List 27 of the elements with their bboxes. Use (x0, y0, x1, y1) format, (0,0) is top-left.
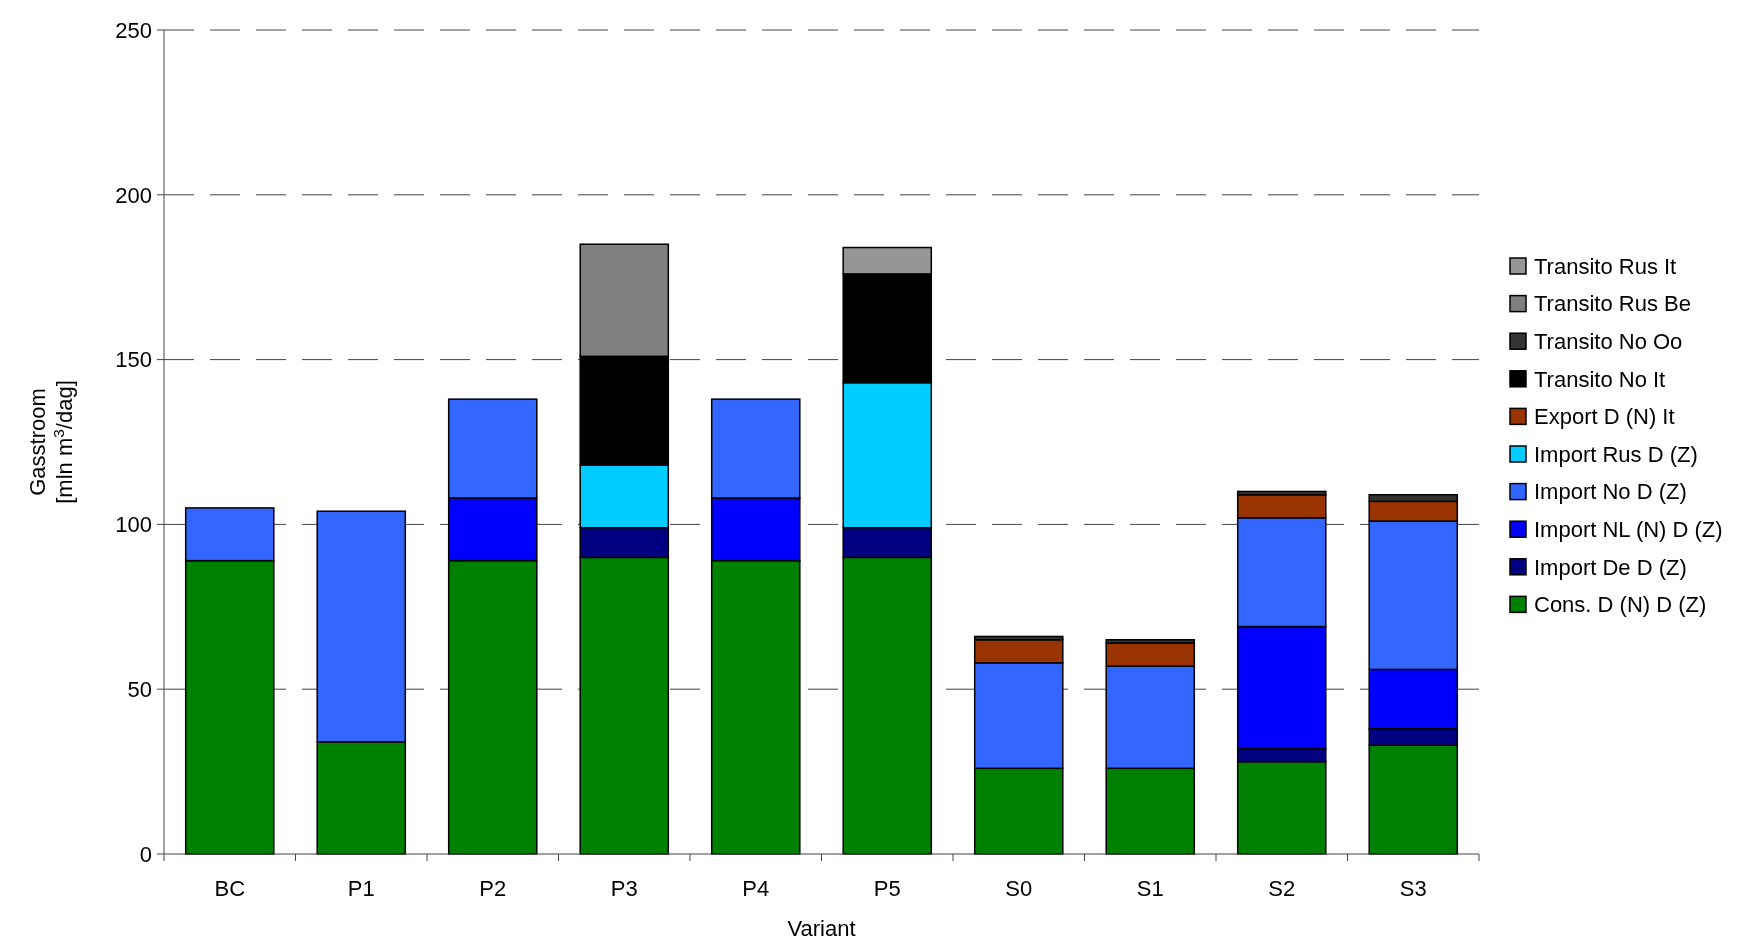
y-tick-label: 150 (115, 347, 152, 373)
x-tick-label: S1 (1136, 876, 1164, 901)
y-tick-label: 50 (127, 676, 152, 702)
x-tick-label: P5 (873, 876, 901, 901)
x-tick-label: P2 (479, 876, 507, 901)
y-tick-label: 200 (115, 182, 152, 208)
legend-label: Import De D (Z) (1534, 554, 1687, 580)
x-tick-label: S2 (1268, 876, 1296, 901)
legend-label: Transito No It (1534, 366, 1666, 392)
legend-label: Transito No Oo (1534, 328, 1683, 354)
x-tick-label: BC (214, 876, 246, 901)
x-tick-label: P4 (742, 876, 770, 901)
y-tick-label: 0 (139, 841, 152, 867)
legend-label: Import NL (N) D (Z) (1534, 516, 1723, 542)
legend-label: Export D (N) It (1534, 404, 1675, 430)
legend-label: Transito Rus Be (1534, 291, 1691, 317)
x-tick-label: P1 (347, 876, 375, 901)
legend-label: Transito Rus It (1534, 253, 1677, 279)
legend-label: Import Rus D (Z) (1534, 441, 1698, 467)
y-tick-label: 100 (115, 512, 152, 538)
x-axis-title: Variant (787, 916, 856, 941)
x-tick-label: P3 (610, 876, 638, 901)
legend-label: Import No D (Z) (1534, 479, 1687, 505)
y-tick-label: 250 (115, 17, 152, 43)
x-tick-label: S0 (1005, 876, 1033, 901)
x-tick-label: S3 (1399, 876, 1427, 901)
legend-label: Cons. D (N) D (Z) (1534, 592, 1707, 618)
